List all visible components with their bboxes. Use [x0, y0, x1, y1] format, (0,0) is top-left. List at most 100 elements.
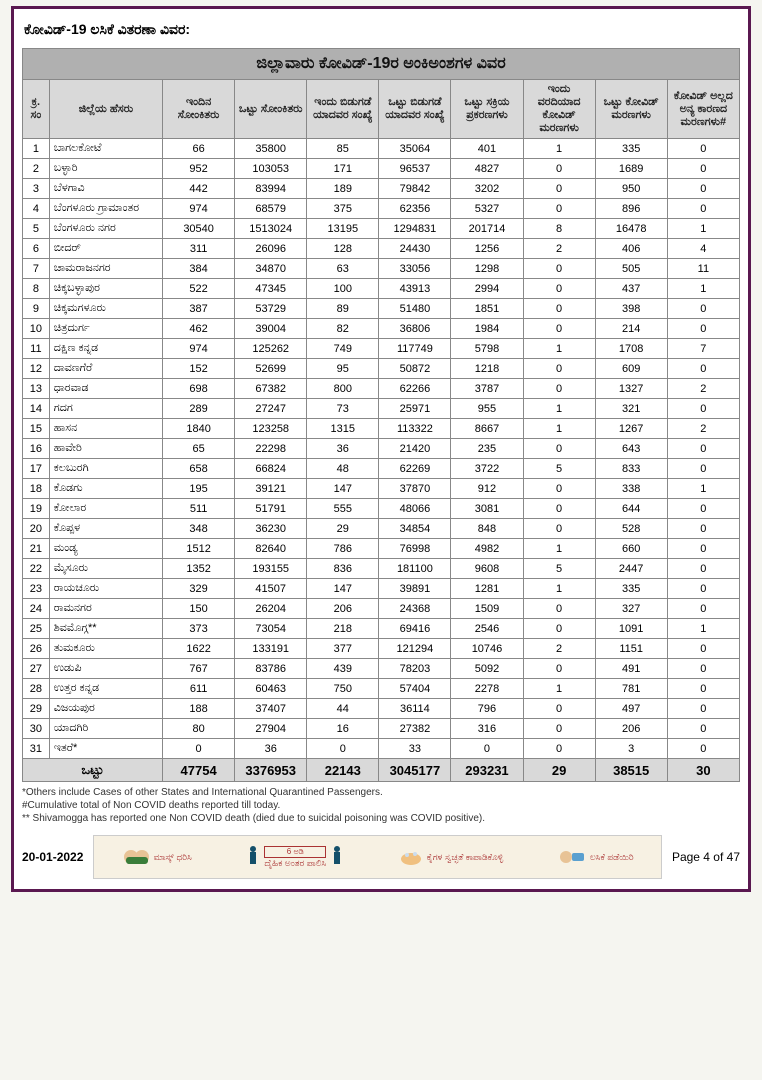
cell-sn: 2	[23, 159, 50, 179]
cell-c8: 0	[667, 639, 739, 659]
cell-district: ತುಮಕೂರು	[49, 639, 162, 659]
cell-c5: 1298	[451, 259, 523, 279]
table-row: 13ಧಾರವಾಡ69867382800622663787013272	[23, 379, 740, 399]
cell-sn: 16	[23, 439, 50, 459]
cell-c7: 497	[595, 699, 667, 719]
cell-c2: 39004	[235, 319, 307, 339]
cell-c5: 3081	[451, 499, 523, 519]
cell-sn: 28	[23, 679, 50, 699]
cell-c8: 0	[667, 299, 739, 319]
col-today-discharge: ಇಂದು ಬಿಡುಗಡೆ ಯಾದವರ ಸಂಖ್ಯೆ	[307, 80, 379, 139]
cell-c5: 1509	[451, 599, 523, 619]
cell-c5: 3202	[451, 179, 523, 199]
cell-c5: 912	[451, 479, 523, 499]
cell-c1: 511	[163, 499, 235, 519]
footnotes: *Others include Cases of other States an…	[22, 786, 740, 825]
cell-c3: 375	[307, 199, 379, 219]
cell-c8: 0	[667, 499, 739, 519]
cell-c5: 2278	[451, 679, 523, 699]
cell-c6: 2	[523, 239, 595, 259]
cell-district: ರಾಯಚೂರು	[49, 579, 162, 599]
table-row: 7ಚಾಮರಾಜನಗರ3843487063330561298050511	[23, 259, 740, 279]
cell-c1: 1622	[163, 639, 235, 659]
cell-c5: 2994	[451, 279, 523, 299]
cell-c5: 1281	[451, 579, 523, 599]
cell-c1: 188	[163, 699, 235, 719]
cell-c3: 16	[307, 719, 379, 739]
cell-c4: 76998	[379, 539, 451, 559]
cell-c2: 37407	[235, 699, 307, 719]
table-row: 19ಕೋಲಾರ5115179155548066308106440	[23, 499, 740, 519]
cell-c1: 1352	[163, 559, 235, 579]
cell-c3: 44	[307, 699, 379, 719]
cell-c8: 0	[667, 459, 739, 479]
cell-district: ಮೈಸೂರು	[49, 559, 162, 579]
cell-c3: 750	[307, 679, 379, 699]
cell-sn: 25	[23, 619, 50, 639]
cell-c2: 39121	[235, 479, 307, 499]
cell-c5: 0	[451, 739, 523, 759]
cell-c1: 289	[163, 399, 235, 419]
cell-c8: 0	[667, 439, 739, 459]
cell-c7: 528	[595, 519, 667, 539]
col-total-positive: ಒಟ್ಟು ಸೋಂಕಿತರು	[235, 80, 307, 139]
cell-district: ವಿಜಯಪುರ	[49, 699, 162, 719]
total-row: ಒಟ್ಟು 47754 3376953 22143 3045177 293231…	[23, 759, 740, 782]
cell-sn: 17	[23, 459, 50, 479]
total-c2: 3376953	[235, 759, 307, 782]
cell-c8: 0	[667, 199, 739, 219]
cell-c1: 658	[163, 459, 235, 479]
cell-c8: 2	[667, 419, 739, 439]
col-today-positive: ಇಂದಿನ ಸೋಂಕಿತರು	[163, 80, 235, 139]
cell-c2: 22298	[235, 439, 307, 459]
cell-c4: 39891	[379, 579, 451, 599]
cell-c8: 11	[667, 259, 739, 279]
cell-district: ಬೆಂಗಳೂರು ಗ್ರಾಮಾಂತರ	[49, 199, 162, 219]
cell-c1: 152	[163, 359, 235, 379]
cell-c8: 0	[667, 179, 739, 199]
cell-district: ಹಾಸನ	[49, 419, 162, 439]
table-row: 18ಕೊಡಗು195391211473787091203381	[23, 479, 740, 499]
cell-sn: 24	[23, 599, 50, 619]
cell-c5: 3722	[451, 459, 523, 479]
cell-c4: 34854	[379, 519, 451, 539]
cell-c8: 0	[667, 519, 739, 539]
cell-c4: 35064	[379, 139, 451, 159]
table-row: 15ಹಾಸನ184012325813151133228667112672	[23, 419, 740, 439]
cell-district: ಕೊಪ್ಪಳ	[49, 519, 162, 539]
cell-c5: 4982	[451, 539, 523, 559]
cell-c2: 68579	[235, 199, 307, 219]
cell-district: ರಾಮನಗರ	[49, 599, 162, 619]
cell-c6: 0	[523, 519, 595, 539]
cell-c5: 848	[451, 519, 523, 539]
cell-c6: 0	[523, 479, 595, 499]
cell-c1: 0	[163, 739, 235, 759]
cell-district: ಮಂಡ್ಯ	[49, 539, 162, 559]
page-frame: ಕೋವಿಡ್-19 ಲಸಿಕೆ ವಿತರಣಾ ವಿವರ: ಜಿಲ್ಲಾವಾರು …	[11, 6, 751, 892]
cell-sn: 14	[23, 399, 50, 419]
cell-c5: 235	[451, 439, 523, 459]
cell-c4: 62356	[379, 199, 451, 219]
cell-c3: 189	[307, 179, 379, 199]
table-row: 30ಯಾದಗಿರಿ8027904162738231602060	[23, 719, 740, 739]
cell-district: ಧಾರವಾಡ	[49, 379, 162, 399]
total-c8: 30	[667, 759, 739, 782]
cell-c4: 113322	[379, 419, 451, 439]
cell-c8: 1	[667, 619, 739, 639]
cell-c5: 1218	[451, 359, 523, 379]
cell-c8: 0	[667, 559, 739, 579]
cell-c8: 0	[667, 679, 739, 699]
cell-district: ದಾವಣಗೆರೆ	[49, 359, 162, 379]
cell-c2: 41507	[235, 579, 307, 599]
cell-c6: 1	[523, 399, 595, 419]
cell-c2: 26096	[235, 239, 307, 259]
footnote-1: *Others include Cases of other States an…	[22, 786, 740, 799]
cell-c3: 147	[307, 579, 379, 599]
cell-c6: 0	[523, 319, 595, 339]
cell-c5: 955	[451, 399, 523, 419]
cell-c6: 0	[523, 299, 595, 319]
cell-c3: 439	[307, 659, 379, 679]
cell-c4: 27382	[379, 719, 451, 739]
cell-c5: 5798	[451, 339, 523, 359]
district-table: ಜಿಲ್ಲಾವಾರು ಕೋವಿಡ್-19ರ ಅಂಕಿಅಂಶಗಳ ವಿವರ ಕ್ರ…	[22, 48, 740, 782]
